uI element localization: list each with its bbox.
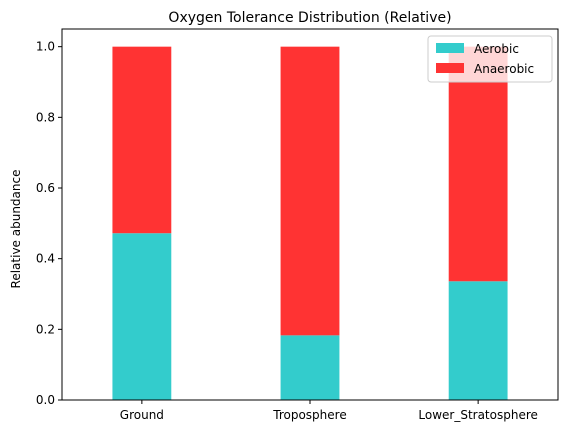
y-tick-label: 0.6: [36, 181, 55, 195]
y-axis-label: Relative abundance: [9, 170, 23, 289]
y-tick-label: 0.8: [36, 110, 55, 124]
y-tick-label: 0.2: [36, 322, 55, 336]
x-tick-label: Ground: [120, 408, 164, 422]
legend-swatch-aerobic: [436, 43, 464, 53]
legend-label-aerobic: Aerobic: [474, 42, 519, 56]
bar-anaerobic-ground: [112, 47, 171, 234]
y-ticks-group: 0.0 0.2 0.4 0.6 0.8 1.0: [36, 40, 62, 407]
bar-aerobic-ground: [112, 233, 171, 400]
chart-title: Oxygen Tolerance Distribution (Relative): [168, 10, 451, 26]
y-tick-label: 0.0: [36, 393, 55, 407]
x-tick-label: Troposphere: [272, 408, 346, 422]
bar-aerobic-lower_stratosphere: [449, 281, 508, 400]
bar-aerobic-troposphere: [281, 335, 340, 400]
legend: Aerobic Anaerobic: [428, 36, 552, 82]
legend-label-anaerobic: Anaerobic: [474, 62, 534, 76]
y-tick-label: 0.4: [36, 252, 55, 266]
bar-anaerobic-troposphere: [281, 47, 340, 336]
legend-swatch-anaerobic: [436, 63, 464, 73]
y-tick-label: 1.0: [36, 40, 55, 54]
x-tick-label: Lower_Stratosphere: [418, 408, 538, 422]
x-ticks-group: Ground Troposphere Lower_Stratosphere: [120, 400, 538, 422]
bars-group: [112, 47, 507, 400]
